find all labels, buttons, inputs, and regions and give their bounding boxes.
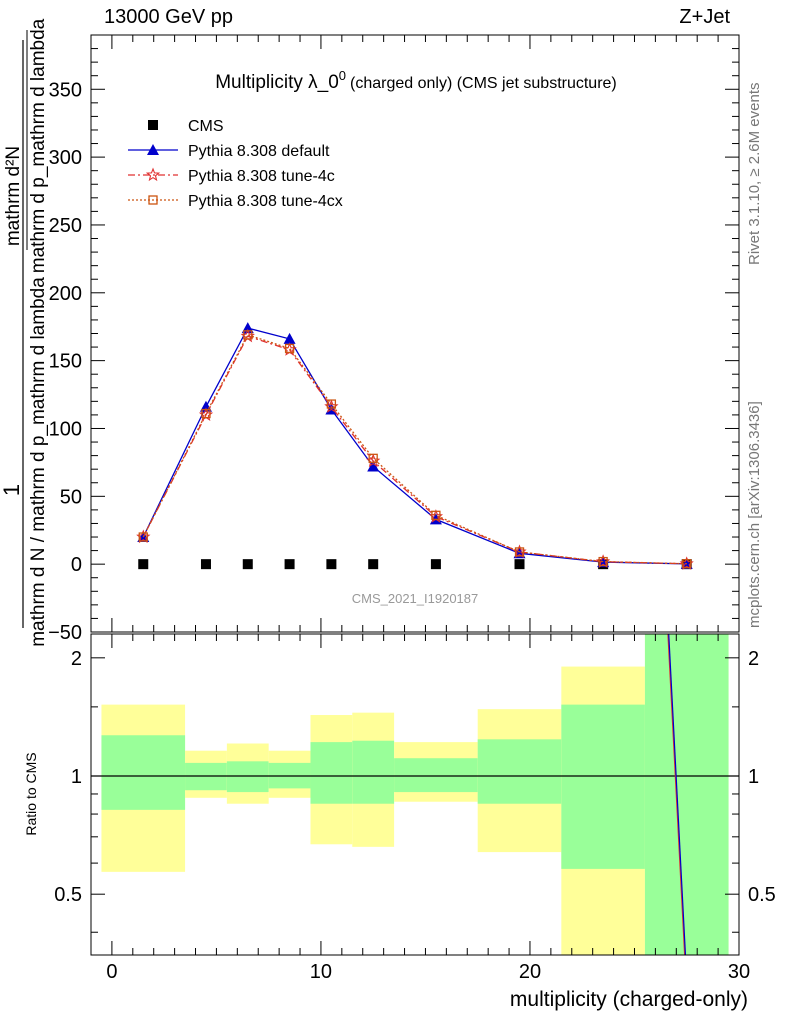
series-pythia-8-308-default: [137, 322, 693, 569]
legend-marker: [148, 195, 158, 205]
ratio-band-green: [394, 758, 478, 793]
data-point: [200, 559, 211, 570]
y-tick-label: 100: [49, 418, 82, 440]
legend-label: CMS: [188, 118, 224, 135]
data-point: [283, 332, 296, 344]
data-point: [326, 559, 337, 570]
data-point: [431, 510, 441, 520]
data-point: [367, 460, 380, 472]
data-point: [201, 408, 211, 419]
x-tick-label: 0: [106, 961, 117, 983]
main-panel: [90, 34, 740, 955]
y-tick-label: 250: [49, 215, 82, 237]
legend-marker: [148, 120, 158, 130]
data-point: [514, 547, 525, 557]
ratio-uncertainty-bands: [101, 634, 729, 955]
data-point: [682, 559, 692, 569]
chart-title: Multiplicity λ_00 (charged only) (CMS jet…: [215, 68, 617, 93]
data-point: [514, 559, 525, 570]
ratio-y-axis-label: Ratio to CMS: [23, 752, 39, 835]
ratio-tick-label-left: 2: [71, 648, 82, 670]
data-point: [284, 559, 295, 570]
ratio-tick-label-left: 0.5: [54, 884, 82, 906]
ratio-band-green: [226, 761, 269, 793]
series-pythia-8-308-tune-4c: [136, 328, 694, 570]
ratio-band-green: [561, 704, 645, 869]
ratio-panel: [90, 633, 740, 956]
x-axis-label: multiplicity (charged-only): [510, 988, 748, 1011]
data-point: [326, 399, 337, 409]
data-point: [284, 343, 295, 354]
x-tick-label: 20: [519, 961, 541, 983]
data-point: [368, 559, 379, 570]
y-tick-label: −50: [48, 622, 82, 644]
legend: CMS Pythia 8.308 default Pythia 8.308 tune…: [128, 118, 343, 210]
data-point: [368, 453, 378, 463]
y-axis-label-inner-numerator: mathrm d²N: [3, 146, 24, 246]
analysis-watermark: CMS_2021_I1920187: [352, 591, 479, 606]
ratio-tick-label-right: 0.5: [748, 884, 776, 906]
chart-title-suffix: (charged only) (CMS jet substructure): [350, 75, 617, 92]
ratio-band-green: [101, 735, 186, 810]
data-point: [138, 532, 148, 542]
series-line: [142, 327, 687, 565]
y-tick-label: 150: [49, 351, 82, 373]
legend-marker: [147, 144, 159, 155]
y-tick-label: 300: [49, 147, 82, 169]
process-label: 13000 GeV pp: [104, 6, 233, 28]
ratio-tick-label-right: 1: [748, 766, 759, 788]
series-line: [142, 334, 687, 565]
ratio-tick-label-right: 2: [748, 648, 759, 670]
data-point: [138, 559, 149, 570]
legend-label: Pythia 8.308 default: [188, 143, 330, 160]
ratio-band-green: [477, 739, 562, 804]
y-tick-label: 0: [71, 554, 82, 576]
ratio-line-default: [668, 633, 687, 956]
ratio-band-green: [352, 740, 395, 804]
series-pythia-8-308-tune-4cx: [138, 330, 692, 569]
legend-marker: [145, 167, 161, 182]
y-tick-label: 200: [49, 283, 82, 305]
legend-label: Pythia 8.308 tune-4cx: [188, 193, 343, 210]
chart-title-superscript: 0: [339, 68, 346, 83]
data-point: [243, 330, 253, 340]
ratio-frame: [90, 633, 740, 956]
legend-label: Pythia 8.308 tune-4c: [188, 168, 335, 185]
y-axis-label-inner-denominator: mathrm d p_mathrm d lambda: [28, 18, 49, 273]
ratio-band-green: [644, 634, 729, 955]
ratio-line-tune: [667, 633, 686, 956]
y-tick-label: 50: [60, 486, 82, 508]
y-axis-label-denominator: mathrm d N / mathrm d p_mathrm d lambda: [28, 277, 49, 647]
data-point: [598, 556, 608, 567]
x-tick-label: 10: [310, 961, 332, 983]
ratio-tick-label-left: 1: [71, 766, 82, 788]
data-point: [430, 559, 441, 570]
channel-label: Z+Jet: [679, 6, 730, 28]
x-tick-label: 30: [728, 961, 750, 983]
y-tick-label: 350: [49, 79, 82, 101]
data-point: [242, 559, 253, 570]
ratio-band-green: [310, 742, 353, 804]
y-axis-label-numerator: 1: [0, 484, 24, 496]
chart-title-main: Multiplicity λ_0: [215, 72, 339, 93]
